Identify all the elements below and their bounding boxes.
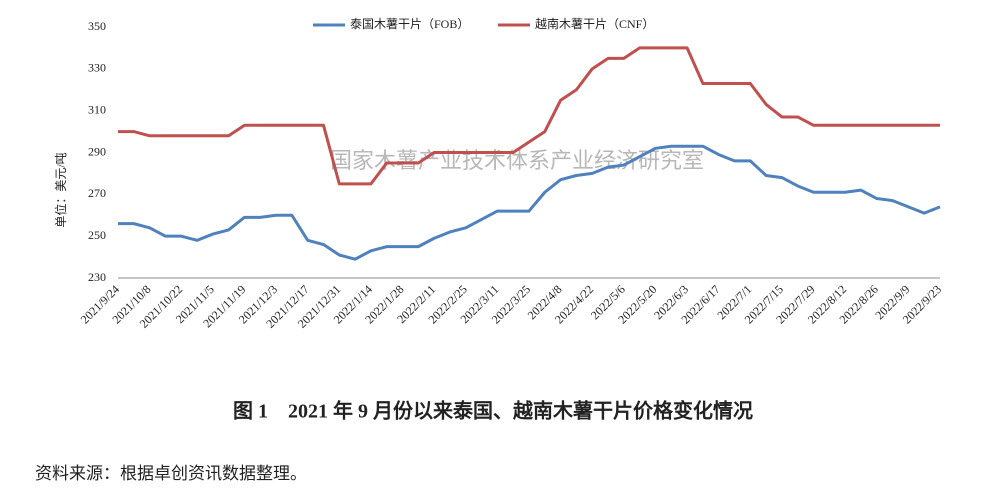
y-tick-label: 350: [88, 19, 106, 33]
y-tick-label: 250: [88, 228, 106, 242]
legend-label: 泰国木薯干片（FOB）: [350, 17, 469, 31]
y-tick-label: 270: [88, 186, 106, 200]
y-axis-label: 单位：美元/吨: [53, 152, 68, 227]
y-tick-label: 290: [88, 144, 106, 158]
y-tick-label: 330: [88, 61, 106, 75]
y-tick-label: 310: [88, 102, 106, 116]
legend-label: 越南木薯干片（CNF）: [535, 16, 654, 31]
series-line: [118, 46, 940, 186]
y-tick-label: 230: [88, 270, 106, 284]
watermark: 国家木薯产业技术体系产业经济研究室: [330, 148, 704, 173]
series-line: [118, 144, 941, 261]
source: 资料来源：根据卓创资讯数据整理。: [35, 464, 307, 483]
chart-title: 图 1 2021 年 9 月份以来泰国、越南木薯干片价格变化情况: [233, 399, 753, 423]
